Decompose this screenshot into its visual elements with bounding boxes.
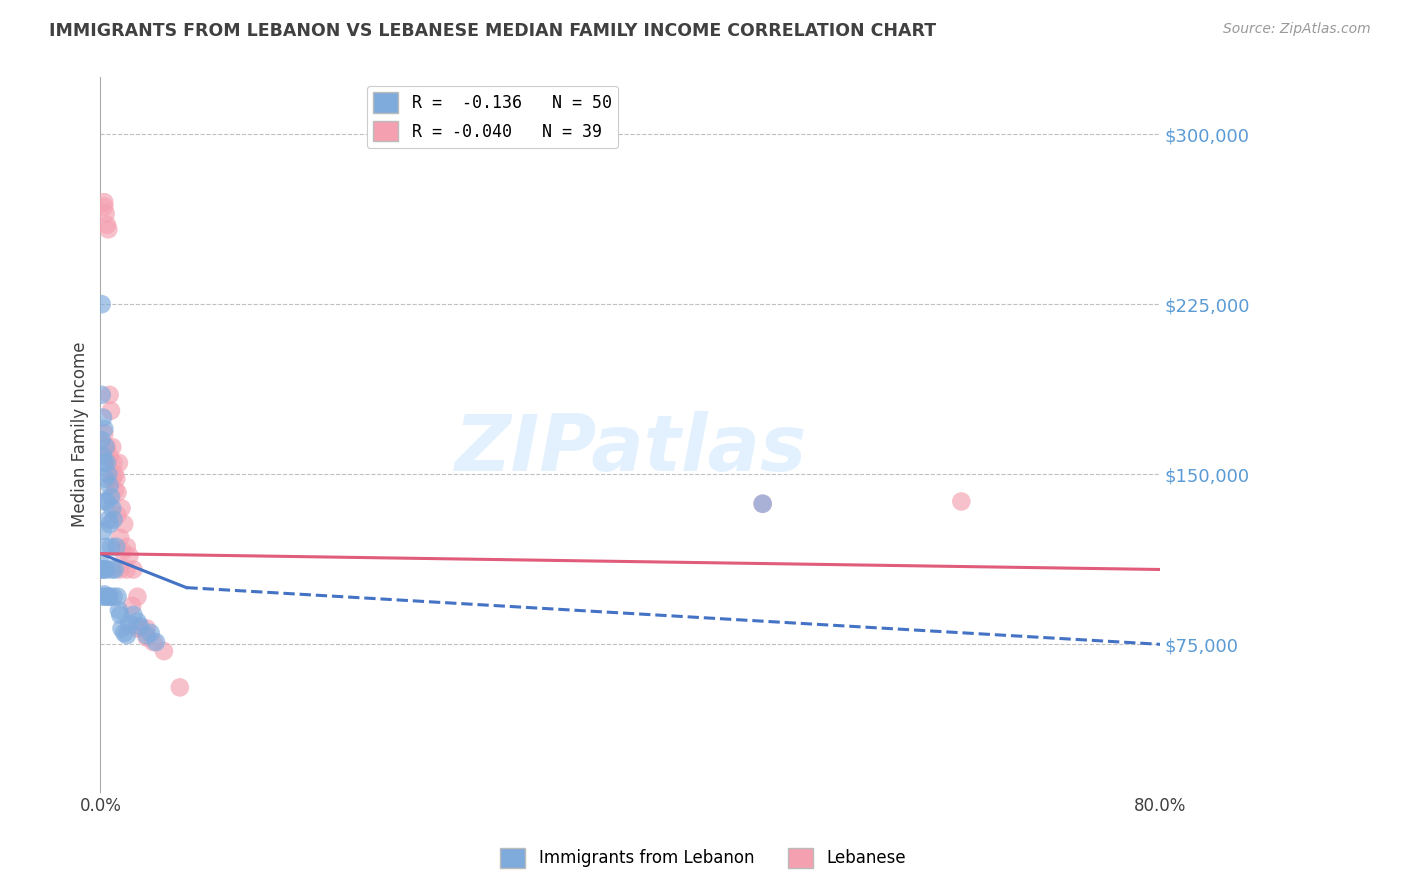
Point (127, 622, 149, 636)
Point (107, 508, 129, 522)
Point (90, 562, 112, 576)
Point (153, 644, 176, 658)
Point (110, 501, 132, 516)
Point (97, 590, 120, 604)
Legend: Immigrants from Lebanon, Lebanese: Immigrants from Lebanon, Lebanese (494, 841, 912, 875)
Point (112, 626, 135, 640)
Point (127, 615, 149, 629)
Point (145, 635, 167, 649)
Point (110, 607, 132, 622)
Point (110, 622, 132, 636)
Point (96, 440, 118, 454)
Point (135, 628, 157, 642)
Point (751, 497, 773, 511)
Point (100, 403, 122, 417)
Point (98, 449, 121, 463)
Point (97, 467, 120, 482)
Point (100, 540, 122, 554)
Point (98, 388, 121, 402)
Point (103, 456, 125, 470)
Point (94, 472, 117, 486)
Point (751, 497, 773, 511)
Point (94, 590, 117, 604)
Point (104, 467, 127, 482)
Point (135, 631, 157, 645)
Point (96, 218, 118, 232)
Text: Source: ZipAtlas.com: Source: ZipAtlas.com (1223, 22, 1371, 37)
Point (90, 434, 112, 448)
Point (98, 590, 121, 604)
Point (98, 517, 121, 532)
Point (97, 513, 120, 527)
Point (90, 558, 112, 572)
Point (108, 456, 131, 470)
Point (105, 540, 128, 554)
Point (101, 440, 124, 454)
Point (139, 626, 162, 640)
Point (950, 494, 973, 508)
Point (110, 531, 132, 545)
Y-axis label: Median Family Income: Median Family Income (72, 342, 89, 527)
Point (94, 206, 117, 220)
Point (93, 426, 115, 441)
Point (91, 449, 114, 463)
Point (108, 603, 131, 617)
Point (122, 607, 145, 622)
Text: ZIPatlas: ZIPatlas (454, 411, 806, 487)
Point (142, 635, 165, 649)
Point (101, 501, 124, 516)
Point (90, 388, 112, 402)
Point (129, 622, 152, 636)
Legend: R =  -0.136   N = 50, R = -0.040   N = 39: R = -0.136 N = 50, R = -0.040 N = 39 (367, 86, 619, 148)
Point (93, 422, 115, 436)
Point (105, 472, 128, 486)
Point (91, 524, 114, 538)
Point (135, 622, 157, 636)
Point (103, 590, 125, 604)
Point (93, 195, 115, 210)
Point (93, 494, 115, 508)
Point (100, 490, 122, 504)
Point (91, 590, 114, 604)
Point (93, 456, 115, 470)
Point (90, 297, 112, 311)
Point (107, 485, 129, 500)
Point (94, 440, 117, 454)
Point (169, 681, 191, 695)
Point (91, 562, 114, 576)
Point (93, 200, 115, 214)
Point (96, 494, 118, 508)
Point (115, 540, 138, 554)
Point (101, 472, 124, 486)
Point (118, 549, 141, 563)
Point (104, 562, 127, 576)
Point (97, 222, 120, 236)
Point (112, 517, 135, 532)
Point (104, 483, 127, 497)
Point (122, 562, 145, 576)
Point (115, 562, 138, 576)
Point (121, 599, 143, 613)
Point (91, 410, 114, 425)
Point (96, 562, 118, 576)
Point (110, 562, 132, 576)
Point (103, 513, 125, 527)
Point (111, 544, 134, 558)
Point (107, 590, 129, 604)
Point (118, 616, 141, 631)
Point (101, 562, 124, 576)
Point (94, 540, 117, 554)
Point (93, 562, 115, 576)
Point (96, 456, 118, 470)
Point (129, 619, 152, 633)
Point (98, 478, 121, 492)
Point (127, 590, 149, 604)
Point (93, 587, 115, 601)
Point (115, 628, 138, 642)
Text: IMMIGRANTS FROM LEBANON VS LEBANESE MEDIAN FAMILY INCOME CORRELATION CHART: IMMIGRANTS FROM LEBANON VS LEBANESE MEDI… (49, 22, 936, 40)
